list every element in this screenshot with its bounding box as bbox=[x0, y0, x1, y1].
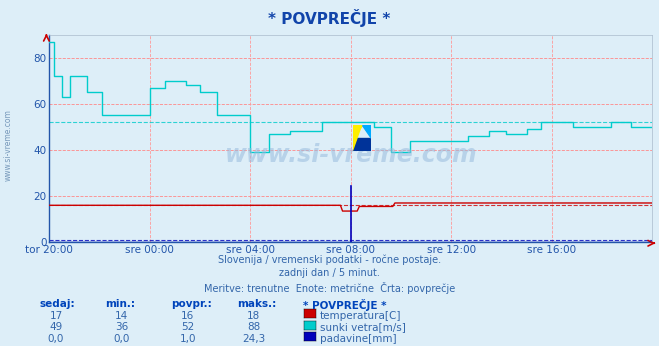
Text: Meritve: trenutne  Enote: metrične  Črta: povprečje: Meritve: trenutne Enote: metrične Črta: … bbox=[204, 282, 455, 294]
Text: 49: 49 bbox=[49, 322, 63, 332]
Text: www.si-vreme.com: www.si-vreme.com bbox=[3, 109, 13, 181]
Text: min.:: min.: bbox=[105, 299, 136, 309]
Text: * POVPREČJE *: * POVPREČJE * bbox=[303, 299, 387, 311]
Text: 1,0: 1,0 bbox=[179, 334, 196, 344]
Polygon shape bbox=[353, 125, 362, 151]
Text: povpr.:: povpr.: bbox=[171, 299, 212, 309]
Text: 52: 52 bbox=[181, 322, 194, 332]
Text: padavine[mm]: padavine[mm] bbox=[320, 334, 396, 344]
Text: 88: 88 bbox=[247, 322, 260, 332]
Polygon shape bbox=[353, 138, 371, 151]
Text: 16: 16 bbox=[181, 311, 194, 321]
Text: zadnji dan / 5 minut.: zadnji dan / 5 minut. bbox=[279, 268, 380, 278]
Text: 24,3: 24,3 bbox=[242, 334, 266, 344]
Text: temperatura[C]: temperatura[C] bbox=[320, 311, 401, 321]
Polygon shape bbox=[362, 125, 371, 138]
Text: sedaj:: sedaj: bbox=[40, 299, 75, 309]
Text: 0,0: 0,0 bbox=[48, 334, 64, 344]
Text: maks.:: maks.: bbox=[237, 299, 277, 309]
Polygon shape bbox=[353, 125, 362, 138]
Text: www.si-vreme.com: www.si-vreme.com bbox=[225, 143, 477, 167]
Text: Slovenija / vremenski podatki - ročne postaje.: Slovenija / vremenski podatki - ročne po… bbox=[218, 254, 441, 265]
Text: * POVPREČJE *: * POVPREČJE * bbox=[268, 9, 391, 27]
Text: 17: 17 bbox=[49, 311, 63, 321]
Text: 18: 18 bbox=[247, 311, 260, 321]
Text: 14: 14 bbox=[115, 311, 129, 321]
Text: 0,0: 0,0 bbox=[114, 334, 130, 344]
Text: sunki vetra[m/s]: sunki vetra[m/s] bbox=[320, 322, 405, 332]
Text: 36: 36 bbox=[115, 322, 129, 332]
